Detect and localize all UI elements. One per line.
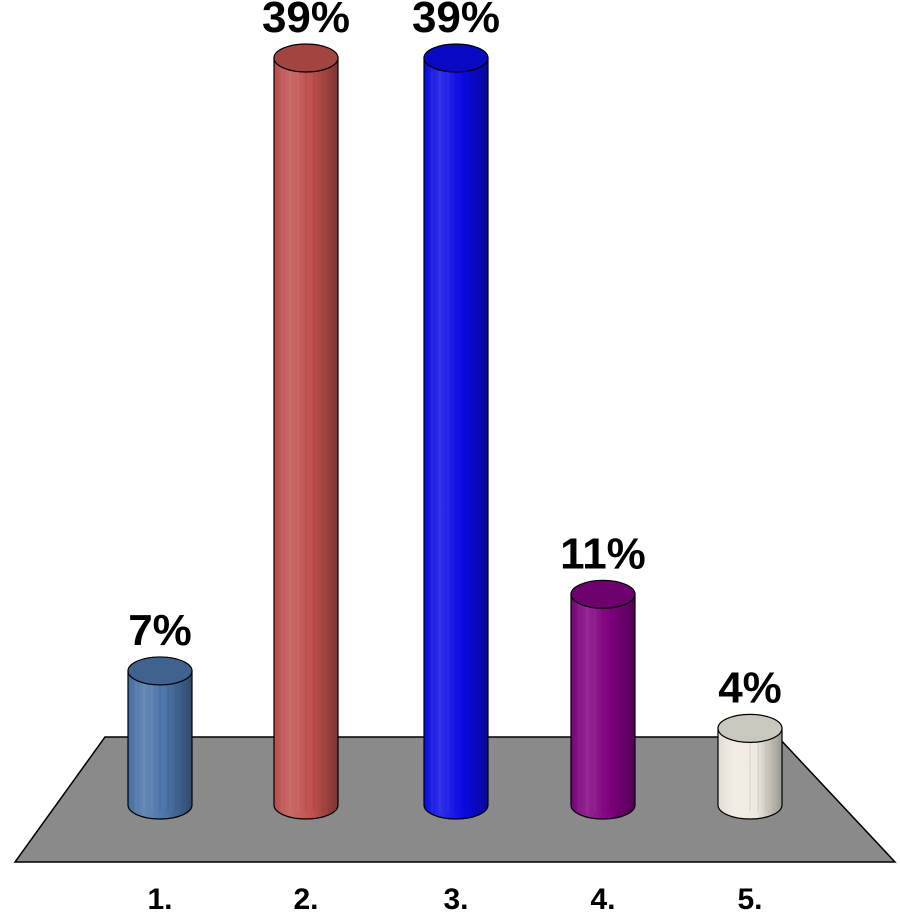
value-label-2: 39% [262, 0, 350, 42]
category-label-4: 4. [590, 883, 615, 916]
value-label-3: 39% [412, 0, 500, 42]
value-label-1: 7% [128, 606, 192, 655]
bar-3 [423, 43, 489, 820]
category-label-5: 5. [737, 883, 762, 916]
bar-1 [127, 656, 193, 820]
category-label-3: 3. [443, 883, 468, 916]
bar-2 [273, 43, 339, 820]
category-label-2: 2. [293, 883, 318, 916]
value-label-4: 11% [560, 529, 646, 578]
value-label-5: 4% [718, 663, 782, 712]
bar-4 [570, 579, 636, 820]
category-label-1: 1. [147, 883, 172, 916]
bars-layer [127, 43, 783, 820]
labels-layer: 7% 1. 39% 2. 39% 3. 11% 4. 4% 5. [128, 0, 782, 916]
bar-5 [717, 713, 783, 820]
